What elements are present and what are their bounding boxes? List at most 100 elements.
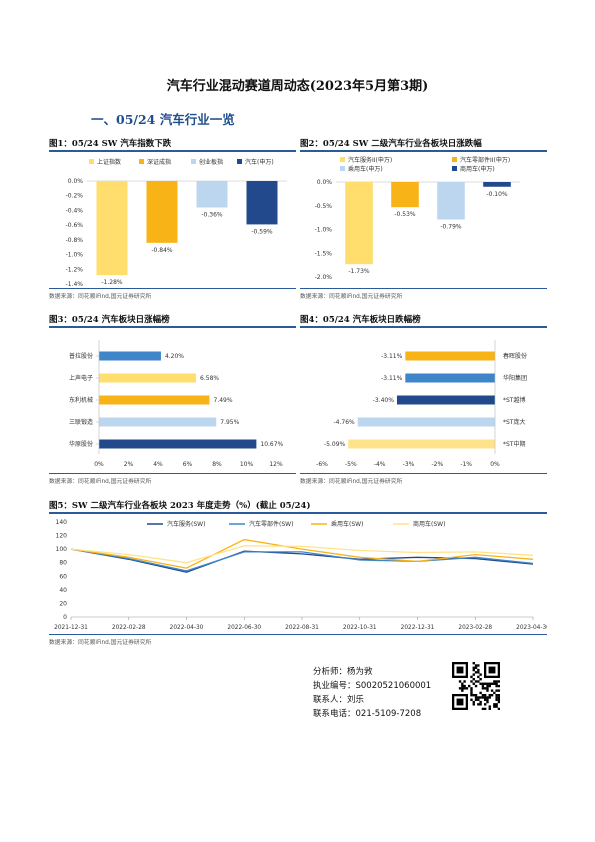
qr-module <box>481 694 485 697</box>
qr-module <box>472 668 475 672</box>
qr-module <box>474 671 478 674</box>
qr-module <box>477 680 480 683</box>
data-label: -0.59% <box>251 228 273 235</box>
bar <box>246 181 278 225</box>
qr-module <box>495 694 498 697</box>
qr-module <box>477 675 480 679</box>
y-tick-label: -1.2% <box>66 266 84 273</box>
legend-label: 商用车(申万) <box>460 165 495 173</box>
section-heading: 一、05/24 汽车行业一览 <box>91 112 235 127</box>
data-label: -0.84% <box>151 247 173 254</box>
data-label: 7.95% <box>220 419 239 426</box>
qr-module <box>458 687 462 690</box>
data-label: -0.53% <box>394 211 416 218</box>
qr-module <box>495 680 498 683</box>
legend-label: 汽车零部件II(申万) <box>460 156 510 164</box>
qr-module <box>495 698 498 701</box>
y-tick-label: -1.0% <box>66 252 84 259</box>
qr-module <box>484 687 487 690</box>
qr-module <box>477 698 480 701</box>
qr-module <box>472 682 475 685</box>
x-tick-label: -4% <box>374 461 386 468</box>
bar <box>405 373 495 383</box>
qr-module <box>493 682 496 685</box>
qr-module <box>488 694 491 697</box>
qr-module <box>495 689 498 692</box>
qr-module <box>470 687 473 690</box>
qr-module <box>472 673 475 676</box>
fig1-rule <box>49 150 296 152</box>
data-label: -3.40% <box>373 397 395 404</box>
qr-module <box>493 691 496 695</box>
qr-module <box>477 668 480 672</box>
qr-module <box>463 684 466 688</box>
legend-label: 乘用车(申万) <box>348 165 383 173</box>
legend-label: 乘用车(SW) <box>331 520 363 528</box>
fig3-source: 数据来源：同花顺iFind,国元证券研究所 <box>49 479 152 485</box>
qr-module <box>488 707 491 710</box>
qr-module <box>484 682 487 685</box>
legend-label: 汽车服务II(申万) <box>348 156 392 164</box>
qr-module <box>472 662 475 665</box>
legend-swatch <box>340 157 345 162</box>
fig2-chart: 汽车服务II(申万) 汽车零部件II(申万) 乘用车(申万) 商用车(申万) 0.0% -… <box>315 156 520 281</box>
x-tick-label: 2023-02-28 <box>458 625 492 631</box>
qr-module <box>490 694 494 697</box>
qr-module <box>495 703 498 706</box>
fig1-bottom-rule <box>49 288 296 289</box>
y-tick-label: 60 <box>59 573 67 580</box>
qr-module <box>497 698 500 701</box>
analyst-name: 分析师：杨为敩 <box>313 667 373 677</box>
bar <box>146 181 178 243</box>
data-label: 4.20% <box>165 353 184 360</box>
qr-module <box>479 696 482 699</box>
fig3-rule <box>49 326 296 328</box>
x-tick-label: 2022-10-31 <box>343 625 377 631</box>
qr-module <box>479 682 482 685</box>
fig2-title: 图2：05/24 SW 二级汽车行业各板块日涨跌幅 <box>300 139 482 149</box>
qr-module <box>495 682 498 685</box>
bar <box>99 395 210 405</box>
y-tick-label: 100 <box>56 546 68 553</box>
legend-swatch <box>452 157 457 162</box>
y-tick-label: -0.5% <box>315 203 333 210</box>
category-label: 华阳集团 <box>503 374 527 382</box>
legend-label: 汽车服务(SW) <box>167 520 205 528</box>
qr-module <box>490 689 494 692</box>
qr-module <box>486 682 489 685</box>
data-label: -0.36% <box>201 211 223 218</box>
legend-label: 创业板指 <box>199 158 223 166</box>
qr-module <box>486 684 489 688</box>
qr-module <box>458 680 462 683</box>
data-label: -3.11% <box>381 353 403 360</box>
y-tick-label: -1.5% <box>315 250 333 257</box>
fig2-rule <box>300 150 547 152</box>
qr-module <box>484 696 487 699</box>
bar <box>348 439 495 449</box>
legend-swatch <box>139 159 144 164</box>
data-label: 6.58% <box>200 375 219 382</box>
qr-module <box>470 675 473 679</box>
category-label: *ST中期 <box>503 440 525 448</box>
bar <box>99 351 161 361</box>
x-tick-label: 2022-12-31 <box>401 625 435 631</box>
qr-module <box>486 689 489 692</box>
qr-module <box>472 666 475 669</box>
y-tick-label: -2.0% <box>315 274 333 281</box>
data-label: -0.79% <box>440 224 462 231</box>
qr-module <box>472 700 475 704</box>
x-tick-label: -2% <box>431 461 443 468</box>
qr-module <box>486 696 489 699</box>
qr-module <box>481 687 485 690</box>
contact-phone: 联系电话：021-5109-7208 <box>313 709 422 719</box>
x-tick-label: 0% <box>490 461 500 468</box>
bar <box>99 439 257 449</box>
x-tick-label: 4% <box>153 461 163 468</box>
qr-module <box>474 666 478 669</box>
qr-module <box>461 687 464 690</box>
bar <box>99 373 197 383</box>
x-tick-label: 10% <box>240 461 254 468</box>
bar <box>483 182 511 187</box>
fig1-chart: 上证指数 深证成指 创业板指 汽车(申万) 0.0% -0.2% -0.4% -0.6% -0.… <box>66 158 287 288</box>
qr-module <box>495 684 498 688</box>
